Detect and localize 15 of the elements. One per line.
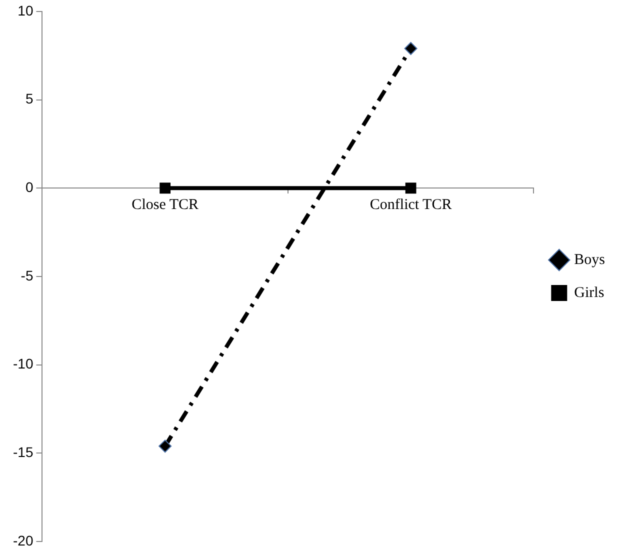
point	[405, 182, 416, 194]
point	[160, 182, 171, 194]
x-tick-label: Close TCR	[132, 197, 199, 214]
y-tick-label: -5	[20, 267, 34, 284]
y-tick-label: -10	[13, 356, 34, 372]
y-tick-label: 0	[25, 178, 34, 195]
y-tick-label: 10	[18, 2, 34, 18]
x-tick-label: Conflict TCR	[370, 197, 452, 214]
point	[404, 42, 418, 56]
legend-label: Girls	[574, 284, 604, 301]
y-tick-label: -20	[13, 532, 34, 548]
point	[158, 440, 172, 453]
legend-label: Boys	[574, 252, 606, 268]
y-tick-label: -15	[13, 444, 34, 460]
y-tick-label: 5	[25, 90, 34, 107]
